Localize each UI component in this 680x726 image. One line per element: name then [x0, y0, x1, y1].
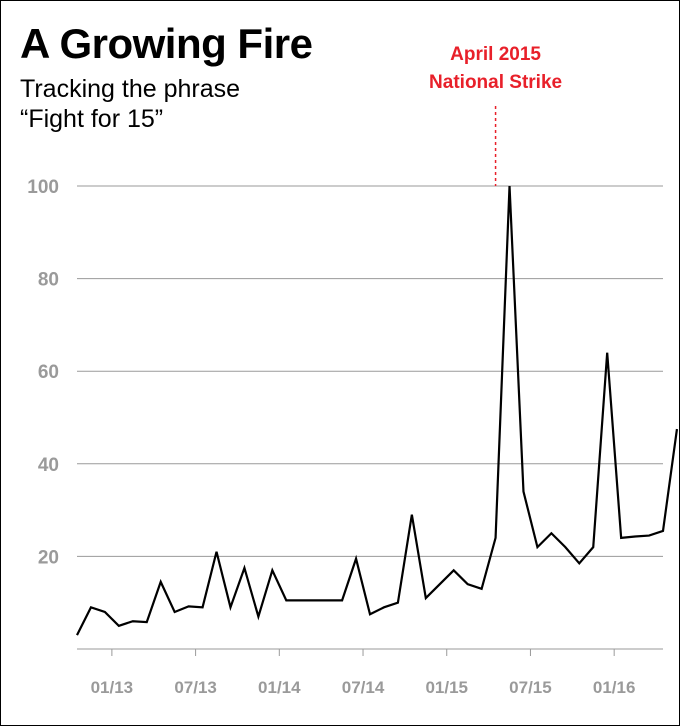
y-tick-label-20: 20 — [38, 547, 59, 568]
y-tick-label-80: 80 — [38, 270, 59, 291]
y-tick-label-40: 40 — [38, 455, 59, 476]
annotation-label-line-1: April 2015 — [450, 44, 541, 65]
y-tick-label-100: 100 — [27, 177, 59, 198]
subtitle-line-2: “Fight for 15” — [20, 105, 164, 133]
x-tick-label-07-13: 07/13 — [174, 678, 217, 697]
x-tick-label-01-16: 01/16 — [593, 678, 636, 697]
x-tick-label-01-14: 01/14 — [258, 678, 301, 697]
x-tick-label-07-15: 07/15 — [509, 678, 552, 697]
y-tick-label-60: 60 — [38, 362, 59, 383]
x-tick-label-01-15: 01/15 — [425, 678, 468, 697]
chart-title: A Growing Fire — [20, 20, 313, 67]
x-tick-label-07-14: 07/14 — [342, 678, 385, 697]
series-line-0 — [76, 185, 679, 636]
subtitle-line-1: Tracking the phrase — [20, 75, 241, 103]
x-tick-label-01-13: 01/13 — [91, 678, 134, 697]
annotation-label-line-2: National Strike — [429, 72, 562, 93]
chart-subtitle: Tracking the phrase “Fight for 15” — [20, 74, 380, 134]
